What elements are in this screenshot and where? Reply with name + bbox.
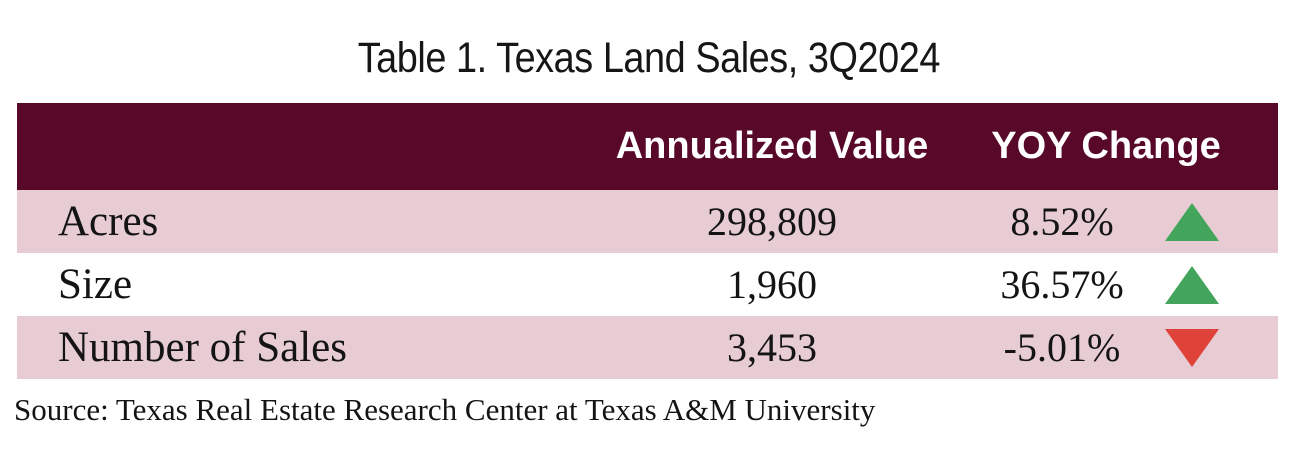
up-triangle-icon	[1165, 202, 1219, 241]
row-label: Acres	[58, 198, 159, 245]
yoy-change-cell: 8.52%	[1010, 199, 1114, 244]
yoy-change-cell: 36.57%	[1000, 262, 1124, 307]
header-empty-cell	[17, 103, 577, 190]
trend-cell	[1157, 253, 1278, 316]
land-sales-table: Annualized Value YOY Change Acres 298,80…	[17, 103, 1278, 379]
table-row-size: Size 1,960 36.57%	[17, 253, 1278, 316]
trend-cell	[1157, 316, 1278, 379]
table-header-row: Annualized Value YOY Change	[17, 103, 1278, 190]
down-triangle-icon	[1165, 328, 1219, 367]
annualized-value-cell: 3,453	[727, 325, 817, 370]
header-yoy-change: YOY Change	[991, 125, 1221, 167]
yoy-change-cell: -5.01%	[1003, 325, 1121, 370]
table-title-text: Table 1. Texas Land Sales, 3Q2024	[357, 34, 940, 82]
annualized-value-cell: 298,809	[707, 199, 837, 244]
row-label: Size	[58, 261, 133, 308]
table-row-number-of-sales: Number of Sales 3,453 -5.01%	[17, 316, 1278, 379]
row-label: Number of Sales	[58, 324, 347, 371]
annualized-value-cell: 1,960	[727, 262, 817, 307]
source-note: Source: Texas Real Estate Research Cente…	[14, 392, 876, 427]
table-row-acres: Acres 298,809 8.52%	[17, 190, 1278, 253]
trend-cell	[1157, 190, 1278, 253]
table-title: Table 1. Texas Land Sales, 3Q2024	[0, 32, 1297, 84]
up-triangle-icon	[1165, 265, 1219, 304]
header-annualized-value: Annualized Value	[615, 125, 929, 167]
